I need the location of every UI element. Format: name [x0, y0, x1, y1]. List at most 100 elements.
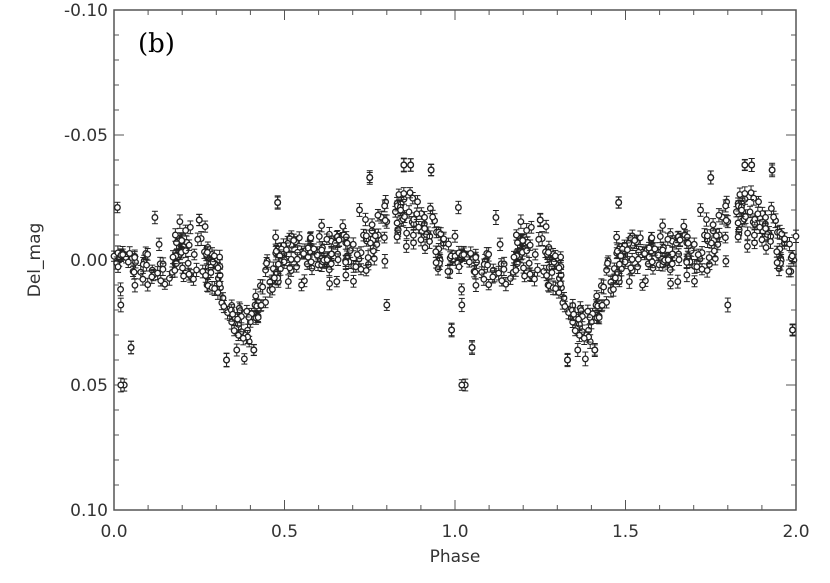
data-point: [789, 323, 797, 337]
data-point: [575, 311, 583, 327]
panel-label: (b): [138, 29, 175, 59]
data-point: [684, 237, 692, 250]
data-point: [211, 281, 219, 296]
data-point: [190, 248, 198, 261]
data-point: [362, 229, 370, 243]
data-point: [234, 329, 242, 342]
data-point: [243, 304, 251, 318]
data-point: [570, 307, 578, 322]
data-point: [611, 271, 619, 285]
data-point: [668, 257, 676, 271]
data-point: [773, 256, 781, 269]
data-point: [750, 229, 758, 242]
data-point: [284, 274, 292, 289]
data-point: [485, 278, 493, 291]
data-point: [334, 253, 342, 266]
data-point: [591, 344, 599, 356]
data-point: [536, 212, 544, 228]
data-point: [257, 299, 265, 312]
data-point: [307, 231, 315, 245]
data-point: [604, 257, 612, 270]
data-point: [703, 263, 711, 278]
data-point: [705, 251, 713, 264]
data-point: [613, 231, 621, 244]
data-point: [342, 255, 350, 270]
data-point: [268, 283, 276, 296]
data-point: [186, 220, 194, 235]
data-point: [623, 242, 631, 258]
data-point: [343, 236, 351, 250]
data-point: [139, 272, 147, 286]
data-point: [527, 220, 535, 234]
data-point: [421, 241, 429, 254]
data-point: [304, 240, 312, 256]
data-point: [318, 218, 326, 233]
data-point: [641, 247, 649, 261]
data-point: [298, 278, 305, 292]
data-point: [603, 296, 610, 309]
data-point: [712, 228, 720, 243]
data-point: [352, 260, 360, 273]
data-point: [229, 306, 237, 322]
data-point: [595, 310, 603, 325]
data-point: [259, 279, 267, 295]
data-point: [697, 203, 704, 217]
data-point: [788, 249, 796, 263]
x-axis-label: Phase: [430, 547, 481, 567]
data-point: [485, 247, 493, 262]
data-point: [240, 353, 248, 365]
data-point: [460, 247, 468, 262]
data-point: [381, 214, 389, 227]
data-point: [531, 248, 539, 261]
data-point: [274, 196, 282, 209]
data-point: [598, 299, 606, 311]
data-point: [667, 277, 675, 290]
data-point: [315, 230, 323, 243]
data-point: [534, 263, 541, 277]
data-point: [574, 343, 582, 357]
data-point: [564, 352, 571, 368]
data-point: [254, 311, 262, 324]
data-point: [366, 171, 374, 184]
data-point: [362, 212, 369, 227]
data-point: [703, 229, 711, 243]
data-point: [427, 163, 435, 177]
data-point: [659, 243, 667, 257]
data-point: [639, 279, 646, 291]
data-point: [113, 201, 121, 214]
data-point: [190, 272, 197, 286]
data-point: [409, 229, 417, 241]
data-point: [293, 252, 301, 267]
data-point: [415, 221, 423, 234]
data-point: [144, 248, 152, 261]
data-point: [366, 236, 374, 250]
data-point: [738, 203, 746, 218]
data-point: [455, 259, 463, 274]
data-point: [368, 218, 376, 232]
data-point: [631, 234, 639, 247]
data-point: [119, 248, 127, 261]
data-point: [786, 237, 793, 252]
data-point: [210, 249, 218, 263]
data-point: [770, 210, 778, 224]
data-point: [287, 252, 295, 267]
data-point: [472, 251, 480, 264]
data-point: [383, 299, 391, 311]
data-point: [535, 232, 543, 247]
data-point: [648, 232, 656, 244]
data-point: [335, 232, 343, 248]
data-point: [131, 278, 139, 293]
data-point: [741, 186, 749, 201]
data-point: [656, 229, 664, 244]
data-point: [691, 275, 698, 288]
data-point: [364, 250, 372, 266]
data-point: [333, 275, 341, 288]
data-point: [193, 262, 200, 278]
data-point: [195, 213, 203, 227]
data-point: [130, 264, 138, 280]
data-point: [722, 199, 730, 213]
data-point: [182, 224, 190, 237]
data-point: [131, 251, 139, 264]
data-point: [551, 249, 559, 262]
data-point: [402, 239, 410, 253]
